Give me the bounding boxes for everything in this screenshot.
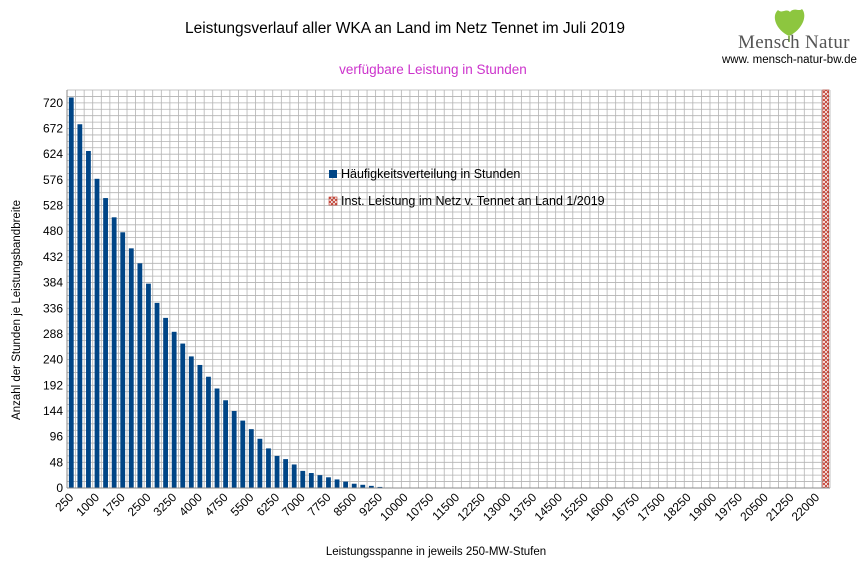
- bar: [86, 150, 91, 488]
- bar: [171, 331, 177, 488]
- bar: [77, 124, 83, 488]
- y-axis-title: Anzahl der Stunden je Leistungsbandbreit…: [11, 200, 23, 420]
- bar: [103, 198, 108, 488]
- bar: [128, 248, 134, 488]
- x-tick-label: 17500: [634, 490, 668, 524]
- x-tick-label: 1000: [73, 490, 102, 519]
- x-tick-label: 7750: [305, 490, 334, 519]
- y-tick-label: 144: [43, 404, 63, 418]
- bar: [274, 455, 280, 488]
- x-tick-label: 4750: [202, 490, 231, 519]
- bar: [94, 178, 100, 488]
- legend-label-capacity: Inst. Leistung im Netz v. Tennet an Land…: [341, 194, 605, 208]
- logo-url: www. mensch-natur-bw.de: [722, 54, 857, 66]
- x-tick-label: 6250: [253, 490, 282, 519]
- x-tick-label: 20500: [737, 490, 771, 524]
- x-tick-label: 16750: [609, 490, 643, 524]
- installed-capacity-bar: [822, 89, 830, 489]
- y-tick-label: 432: [43, 250, 63, 264]
- bar: [154, 302, 160, 488]
- installed-capacity-series: [822, 89, 830, 489]
- x-axis-title: Leistungsspanne in jeweils 250-MW-Stufen: [326, 546, 546, 558]
- bar: [343, 481, 349, 488]
- bar: [291, 464, 297, 488]
- y-tick-label: 288: [43, 327, 63, 341]
- x-tick-label: 21250: [763, 490, 797, 524]
- y-tick-label: 0: [56, 481, 63, 495]
- bar: [163, 317, 168, 488]
- y-tick-label: 576: [43, 173, 63, 187]
- bar: [188, 356, 194, 488]
- ginkgo-leaf-icon: [774, 9, 805, 42]
- x-tick-label: 13750: [506, 490, 540, 524]
- bar: [360, 484, 366, 488]
- chart-title: Leistungsverlauf aller WKA an Land im Ne…: [185, 20, 625, 37]
- bar: [146, 283, 151, 488]
- bar: [206, 376, 211, 488]
- x-tick-label: 4000: [176, 490, 205, 519]
- bar: [214, 388, 220, 488]
- y-tick-label: 720: [43, 96, 63, 110]
- bar: [137, 263, 143, 488]
- x-tick-label: 19750: [712, 490, 746, 524]
- x-tick-label: 19000: [686, 490, 720, 524]
- bar: [180, 343, 186, 488]
- x-tick-label: 22000: [789, 490, 823, 524]
- bar: [283, 459, 289, 488]
- x-tick-label: 10000: [377, 490, 411, 524]
- x-tick-label: 14500: [532, 490, 566, 524]
- x-tick-label: 8500: [331, 490, 360, 519]
- y-tick-label: 480: [43, 224, 63, 238]
- x-tick-label: 5500: [228, 490, 257, 519]
- x-tick-label: 16000: [583, 490, 617, 524]
- bar: [223, 400, 229, 488]
- x-tick-label: 10750: [403, 490, 437, 524]
- bar: [68, 97, 74, 488]
- x-tick-label: 12250: [454, 490, 488, 524]
- logo-text: Mensch Natur: [738, 32, 850, 53]
- y-tick-label: 384: [43, 276, 63, 290]
- x-tick-label: 2500: [125, 490, 154, 519]
- chart-subtitle: verfügbare Leistung in Stunden: [339, 62, 527, 77]
- x-tick-label: 1750: [99, 490, 128, 519]
- x-tick-label: 7000: [279, 490, 308, 519]
- legend-label-bars: Häufigkeitsverteilung in Stunden: [341, 167, 520, 181]
- bar: [317, 475, 323, 488]
- bar: [300, 470, 306, 488]
- bar: [111, 217, 117, 488]
- logo: Mensch Natur www. mensch-natur-bw.de: [716, 4, 864, 70]
- bar: [368, 485, 374, 488]
- bar: [248, 429, 254, 488]
- y-tick-label: 240: [43, 353, 63, 367]
- y-tick-label: 336: [43, 301, 63, 315]
- bar: [326, 477, 331, 488]
- y-tick-label: 192: [43, 378, 63, 392]
- y-tick-label: 48: [50, 455, 64, 469]
- bar: [334, 479, 340, 488]
- y-tick-label: 528: [43, 199, 63, 213]
- y-tick-label: 96: [50, 430, 64, 444]
- bar: [351, 483, 357, 488]
- bar: [240, 420, 246, 488]
- bar: [266, 448, 271, 488]
- bar: [377, 486, 383, 488]
- bar: [308, 473, 314, 488]
- x-tick-label: 13000: [480, 490, 514, 524]
- bar: [197, 364, 203, 488]
- bar: [120, 232, 126, 488]
- legend: Häufigkeitsverteilung in Stunden Inst. Le…: [328, 167, 605, 208]
- x-tick-label: 3250: [151, 490, 180, 519]
- x-tick-label: 18250: [660, 490, 694, 524]
- y-tick-label: 624: [43, 147, 63, 161]
- bar: [257, 438, 263, 488]
- y-tick-label: 672: [43, 122, 63, 136]
- x-tick-label: 15250: [557, 490, 591, 524]
- legend-swatch-capacity: [328, 196, 338, 206]
- bar: [231, 410, 237, 488]
- legend-swatch-bars: [329, 170, 337, 178]
